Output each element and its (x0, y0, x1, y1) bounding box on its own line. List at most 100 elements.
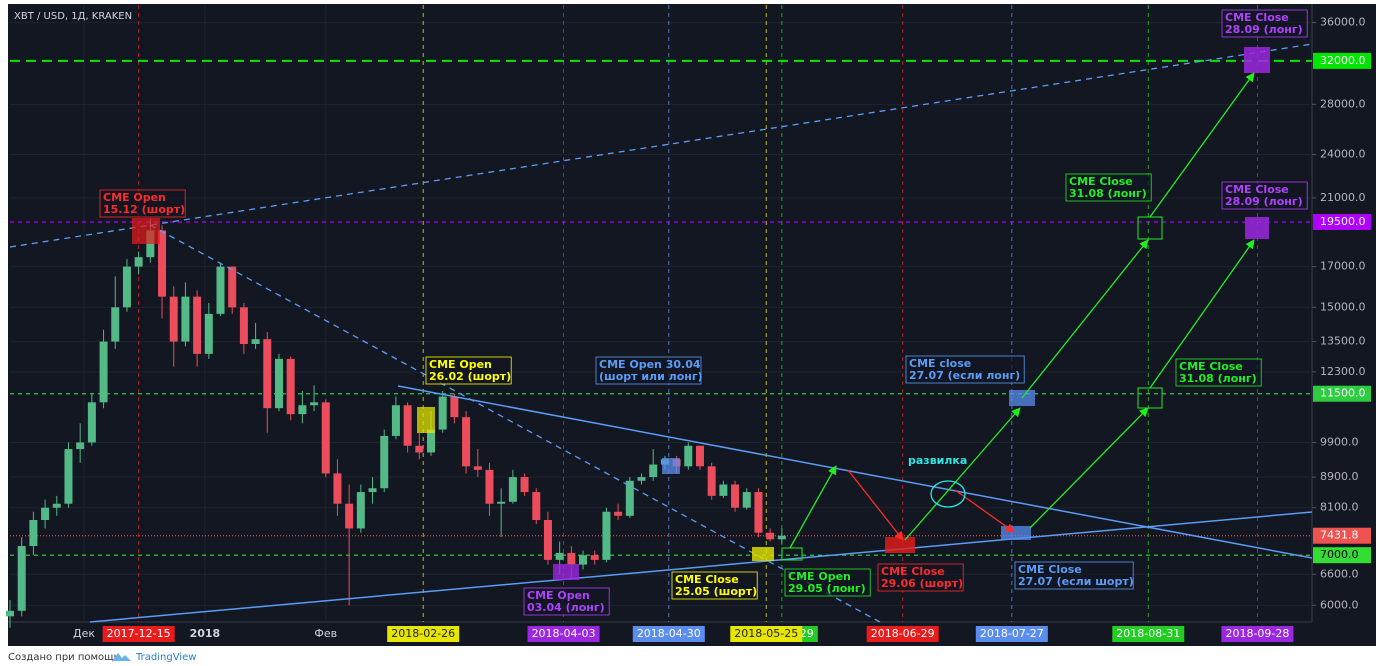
candle-body (193, 296, 202, 354)
footer-brand[interactable]: TradingView (135, 652, 196, 663)
price-label: 7000.0 (1320, 548, 1359, 561)
annotation-box (1221, 181, 1308, 210)
date-label-box (102, 626, 175, 642)
date-label: 2018-07-27 (980, 627, 1044, 640)
annotation-text: 29.05 (лонг) (788, 582, 866, 595)
candle-body (391, 405, 400, 436)
annotation-text: CME Close (1225, 11, 1289, 24)
footer-text: Создано при помощи (8, 652, 120, 663)
annotation-text: 28.09 (лонг) (1225, 195, 1303, 208)
candle-body (579, 555, 588, 565)
date-label-box (1221, 626, 1294, 642)
annotation-box (1014, 561, 1134, 590)
annotation-box (905, 355, 1025, 384)
arrow (1149, 72, 1255, 218)
date-label-box (975, 626, 1048, 642)
annotation-text: CME close (909, 357, 971, 370)
candle-body (695, 445, 704, 467)
arrow (1021, 239, 1149, 399)
candle-body (625, 480, 634, 516)
annotation-text: CME Open (429, 358, 492, 371)
candle-body (228, 266, 237, 308)
candle-body (6, 610, 14, 617)
y-tick-label: 6000.0 (1320, 598, 1359, 611)
date-label: 2018-09-28 (1225, 627, 1289, 640)
candle-body (286, 358, 295, 415)
candle-body (614, 511, 623, 516)
candle-body (427, 429, 436, 453)
candle-body (310, 402, 319, 406)
marker-box (662, 458, 680, 474)
candle-body (450, 396, 459, 418)
candle-body (380, 435, 389, 489)
annotation-text: CME Close (1018, 563, 1082, 576)
annotation-box (1175, 358, 1262, 387)
candle-body (239, 307, 248, 344)
date-label: 2018-04-03 (532, 627, 596, 640)
date-label: 2018-04-30 (637, 627, 701, 640)
y-tick-label: 6600.0 (1320, 567, 1359, 580)
annotation-text: (шорт или лонг) (599, 370, 703, 383)
candle-body (368, 488, 377, 493)
candle-body (52, 503, 61, 508)
candle-body (555, 552, 564, 560)
y-tick-label: 8900.0 (1320, 470, 1359, 483)
price-label-box (1313, 547, 1371, 564)
x-tick-label: 2018 (190, 627, 221, 640)
candle-body (462, 417, 471, 467)
candle-body (122, 266, 131, 308)
annotation-text: CME Close (675, 573, 739, 586)
arrow (1029, 407, 1149, 529)
candle-body (473, 466, 482, 470)
arrow (1149, 239, 1255, 389)
date-label: 2017-12-15 (107, 627, 171, 640)
marker-box (781, 547, 803, 561)
annotation-text: 15.12 (шорт) (103, 203, 185, 216)
axes: 6000.0 6600.0 8100.0 8900.0 9900.0 12300.0 135… (73, 16, 1371, 642)
candle-body (637, 477, 646, 481)
date-label: 2018-06-29 (871, 627, 935, 640)
candle-body (99, 341, 108, 403)
drawings: развилка (9, 43, 1313, 623)
fork-label: развилка (908, 454, 967, 467)
annotation-box (784, 568, 871, 597)
candle-body (438, 396, 447, 430)
candle-body (41, 507, 50, 520)
annotation-text: 27.07 (если шорт) (1018, 575, 1134, 588)
trend-line (89, 511, 1313, 623)
candle-body (251, 339, 260, 344)
arrow (904, 407, 1021, 541)
trend-line (397, 385, 1313, 559)
date-label: 2018-05-25 (734, 627, 798, 640)
candle-body (169, 296, 178, 342)
candle-body (134, 257, 143, 267)
annotation-box (877, 563, 964, 592)
candle-body (777, 535, 786, 540)
candle-body (403, 405, 412, 446)
candle-body (766, 532, 775, 540)
candle-body (543, 519, 552, 560)
candle-body (520, 477, 529, 493)
candle-body (567, 552, 576, 565)
y-tick-label: 36000.0 (1320, 16, 1366, 29)
annotation-box (671, 571, 758, 600)
price-label-box (1313, 52, 1371, 69)
candle-body (356, 492, 365, 529)
annotation-text: 27.07 (если лонг) (909, 369, 1020, 382)
candle-body (333, 473, 342, 504)
fork-circle (930, 480, 966, 508)
candle-body (64, 449, 73, 504)
candle-body (415, 445, 424, 453)
candle-body (649, 464, 658, 478)
date-label-box (387, 626, 460, 642)
y-tick-label: 9900.0 (1320, 435, 1359, 448)
marker-box (417, 407, 435, 433)
chart-title: XBT / USD, 1Д, KRAKEN (14, 11, 132, 22)
marker-box (752, 547, 774, 561)
brand-logo (112, 653, 131, 661)
date-label-box (1112, 626, 1185, 642)
y-tick-label: 28000.0 (1320, 97, 1366, 110)
candle-body (158, 230, 167, 297)
